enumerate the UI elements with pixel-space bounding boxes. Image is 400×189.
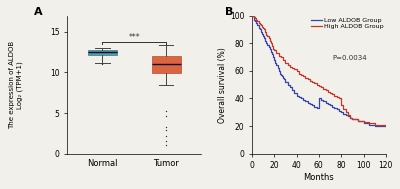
Legend: Low ALDOB Group, High ALDOB Group: Low ALDOB Group, High ALDOB Group xyxy=(310,17,385,30)
Text: P=0.0034: P=0.0034 xyxy=(332,55,367,61)
Low ALDOB Group xyxy=(281,77,286,79)
High ALDOB Group xyxy=(250,15,254,17)
Text: The expression of ALDOB
Log₂ (TPM+1): The expression of ALDOB Log₂ (TPM+1) xyxy=(10,41,23,129)
High ALDOB Group xyxy=(272,49,276,51)
Low ALDOB Group xyxy=(341,112,346,115)
High ALDOB Group xyxy=(312,82,317,84)
Low ALDOB Group xyxy=(250,15,254,17)
High ALDOB Group xyxy=(262,28,266,31)
High ALDOB Group xyxy=(270,45,274,47)
Bar xyxy=(88,50,117,55)
Low ALDOB Group xyxy=(272,59,276,61)
High ALDOB Group xyxy=(384,125,388,127)
Low ALDOB Group xyxy=(372,125,377,127)
Line: High ALDOB Group: High ALDOB Group xyxy=(252,16,386,126)
X-axis label: Months: Months xyxy=(304,173,334,182)
Line: Low ALDOB Group: Low ALDOB Group xyxy=(252,16,386,126)
Low ALDOB Group xyxy=(267,48,272,50)
Bar xyxy=(152,56,180,73)
Low ALDOB Group xyxy=(361,122,366,124)
Text: A: A xyxy=(34,7,42,17)
Y-axis label: Overall survival (%): Overall survival (%) xyxy=(218,47,227,122)
Low ALDOB Group xyxy=(384,125,388,127)
Low ALDOB Group xyxy=(292,92,297,94)
Text: B: B xyxy=(225,7,234,17)
High ALDOB Group xyxy=(274,52,279,54)
High ALDOB Group xyxy=(267,39,272,42)
Text: ***: *** xyxy=(128,33,140,42)
